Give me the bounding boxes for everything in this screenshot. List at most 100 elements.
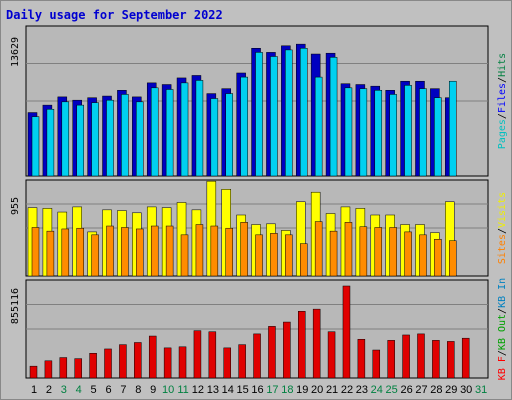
day-label-30: 30 (460, 384, 472, 396)
legend-entry-hits: Hits (497, 53, 508, 77)
bar-pages-11 (180, 82, 189, 177)
bar-sites-5 (91, 234, 99, 277)
bar-pages-18 (285, 49, 293, 177)
bar-sites-2 (46, 230, 55, 277)
bar-kbf-20 (312, 308, 321, 379)
bar-sites-7 (121, 227, 129, 277)
bar-kbf-22 (342, 285, 351, 379)
day-label-22: 22 (341, 384, 353, 396)
day-label-6: 6 (105, 384, 111, 396)
day-label-3: 3 (61, 384, 67, 396)
bar-pages-16 (255, 52, 263, 177)
chart-title: Daily usage for September 2022 (6, 8, 223, 22)
bar-sites-15 (240, 222, 248, 277)
day-label-20: 20 (311, 384, 323, 396)
bar-pages-25 (389, 94, 397, 177)
day-label-7: 7 (120, 384, 126, 396)
bar-kbf-14 (223, 347, 231, 379)
bar-sites-16 (255, 234, 263, 277)
bar-sites-1 (31, 227, 40, 277)
bar-sites-6 (106, 225, 114, 277)
day-label-11: 11 (177, 384, 188, 396)
bar-kbf-21 (327, 331, 336, 379)
bar-pages-28 (434, 97, 442, 177)
bar-pages-20 (314, 76, 323, 177)
day-label-9: 9 (150, 384, 156, 396)
day-label-26: 26 (400, 384, 412, 396)
bar-kbf-10 (163, 347, 172, 379)
bar-pages-6 (106, 99, 114, 177)
bar-sites-4 (76, 227, 84, 277)
legend-entry-pages: Pages (497, 119, 508, 149)
bar-kbf-24 (372, 349, 381, 379)
ymax-label-visits-sites: 955 (10, 197, 21, 215)
bar-kbf-9 (148, 335, 157, 379)
bar-kbf-3 (59, 357, 68, 379)
bar-kbf-29 (447, 341, 455, 379)
bar-pages-27 (419, 88, 427, 177)
bar-sites-29 (449, 240, 457, 277)
bar-kbf-6 (104, 348, 112, 379)
bar-sites-26 (404, 231, 412, 277)
day-label-4: 4 (76, 384, 82, 396)
legend-kbytes: KB F/KB Out/KB In (497, 278, 508, 380)
day-label-15: 15 (237, 384, 249, 396)
day-label-18: 18 (281, 384, 293, 396)
bar-pages-5 (91, 102, 99, 177)
legend-entry-kb-in: KB In (497, 278, 508, 308)
bar-pages-7 (121, 94, 129, 177)
day-label-10: 10 (162, 384, 174, 396)
bar-sites-10 (165, 225, 174, 277)
bar-pages-22 (344, 87, 353, 177)
bar-sites-21 (329, 230, 338, 277)
day-label-23: 23 (356, 384, 368, 396)
bar-pages-15 (240, 76, 248, 177)
bar-kbf-8 (134, 342, 142, 379)
bar-sites-17 (270, 233, 278, 277)
bar-kbf-11 (178, 346, 187, 379)
bar-kbf-2 (44, 360, 53, 379)
bar-pages-19 (300, 48, 308, 177)
bar-pages-23 (359, 88, 368, 177)
bar-kbf-13 (208, 331, 217, 379)
bar-pages-17 (270, 56, 278, 177)
bar-kbf-25 (387, 340, 395, 379)
bar-sites-3 (61, 228, 70, 277)
bar-sites-8 (136, 228, 144, 277)
bar-kbf-17 (268, 326, 276, 379)
bar-sites-23 (359, 226, 368, 277)
bar-sites-19 (300, 243, 308, 277)
bar-pages-1 (31, 116, 40, 177)
bar-sites-12 (195, 224, 204, 277)
day-label-1: 1 (31, 384, 37, 396)
bar-pages-29 (449, 80, 457, 177)
bar-sites-27 (419, 234, 427, 277)
bar-sites-9 (150, 225, 159, 277)
bar-kbf-23 (357, 339, 366, 379)
day-label-27: 27 (415, 384, 427, 396)
bar-sites-13 (210, 225, 219, 277)
legend-entry-sites: Sites (497, 234, 508, 264)
bar-kbf-15 (238, 344, 246, 379)
ymax-label-kbytes: 855116 (10, 288, 21, 324)
day-label-16: 16 (251, 384, 263, 396)
day-label-13: 13 (207, 384, 219, 396)
legend-entry-files: Files (497, 83, 508, 113)
bar-pages-10 (165, 89, 174, 177)
bar-pages-9 (150, 87, 159, 177)
day-label-2: 2 (46, 384, 52, 396)
bar-pages-3 (61, 101, 70, 177)
bar-kbf-28 (432, 340, 440, 379)
day-label-17: 17 (266, 384, 278, 396)
day-label-8: 8 (135, 384, 141, 396)
legend-entry-visits: Visits (497, 192, 508, 228)
bar-kbf-5 (89, 353, 97, 379)
day-label-24: 24 (371, 384, 383, 396)
bar-sites-28 (434, 238, 442, 277)
legend-entry-kb-out: KB Out (497, 314, 508, 350)
bar-kbf-1 (29, 365, 38, 379)
bar-kbf-18 (283, 321, 291, 379)
bar-kbf-7 (119, 344, 127, 379)
day-label-14: 14 (222, 384, 234, 396)
